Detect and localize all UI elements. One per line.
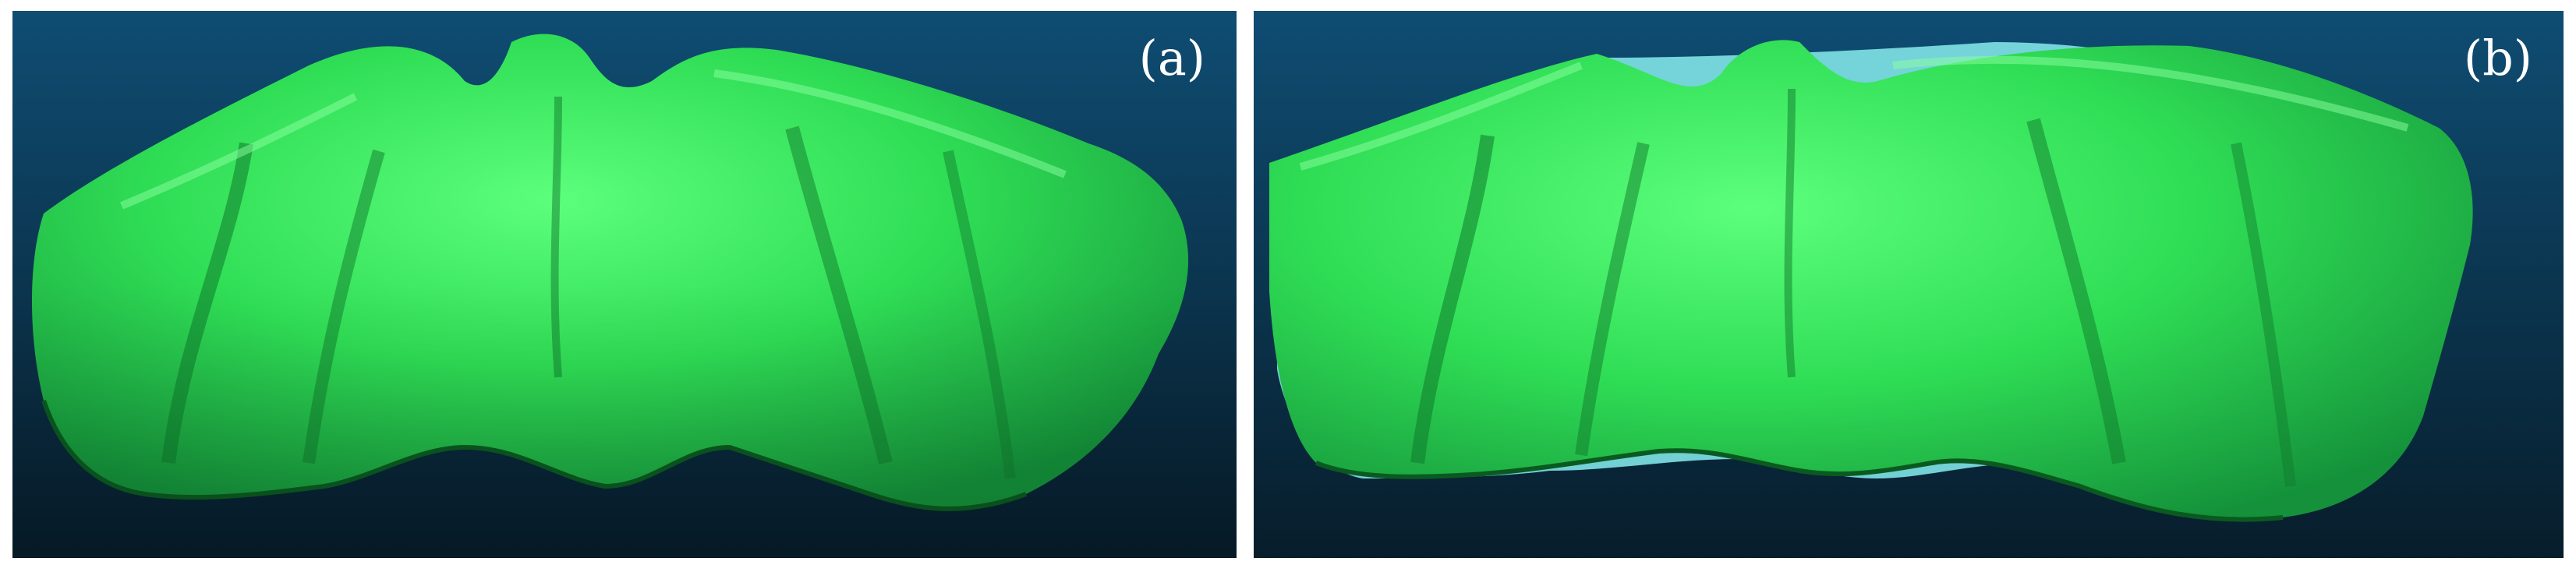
mesh-highlight: [120, 93, 358, 210]
mesh-highlight: [713, 69, 1067, 178]
mesh-fold: [2026, 118, 2126, 464]
mesh-fold: [1575, 142, 1650, 457]
dental-mesh: [1269, 40, 2473, 520]
mesh-edge: [1315, 448, 2284, 522]
panel-label-a: (a): [1138, 30, 1205, 87]
panel-a-render: [12, 11, 1237, 558]
panel-label-b: (b): [2463, 30, 2532, 87]
mesh-fold: [1784, 88, 1796, 378]
mesh-fold: [1410, 134, 1495, 464]
mesh-fold: [2231, 142, 2296, 487]
panel-b-render: [1254, 11, 2564, 558]
mesh-highlight: [1892, 55, 2409, 132]
mesh-highlight: [1299, 62, 1583, 171]
panel-b: (b): [1254, 11, 2564, 558]
panel-a: (a): [12, 11, 1237, 558]
